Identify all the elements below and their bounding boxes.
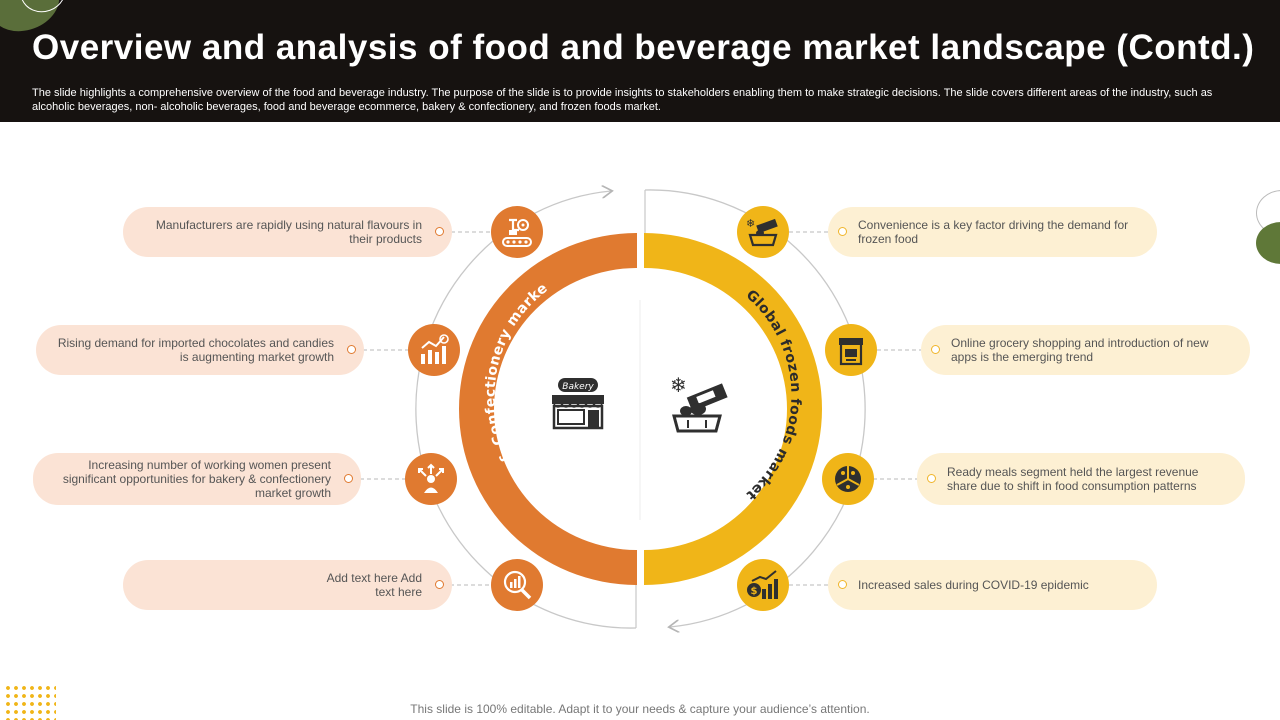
decorative-dots <box>4 684 56 720</box>
bakery-point-3-text: Increasing number of working women prese… <box>62 458 331 500</box>
bakery-shop-icon: Bakery <box>552 378 604 430</box>
bakery-point-2-text: Rising demand for imported chocolates an… <box>57 336 334 364</box>
factory-robot-icon <box>491 206 543 258</box>
frozen-point-3: Ready meals segment held the largest rev… <box>917 453 1245 505</box>
connector-dot <box>927 474 936 483</box>
frozen-ring <box>644 233 822 585</box>
frozen-point-1-text: Convenience is a key factor driving the … <box>858 218 1129 246</box>
svg-text:❄: ❄ <box>670 373 687 397</box>
frozen-point-2: Online grocery shopping and introduction… <box>921 325 1250 375</box>
bakery-point-4: Add text here Add text here <box>123 560 452 610</box>
frozen-food-center-icon: ❄ <box>670 373 728 433</box>
frozen-point-3-text: Ready meals segment held the largest rev… <box>947 465 1199 493</box>
frozen-point-4-text: Increased sales during COVID-19 epidemic <box>858 578 1089 592</box>
frozen-point-1: Convenience is a key factor driving the … <box>828 207 1157 257</box>
bakery-ring <box>459 233 637 585</box>
bakery-point-2: Rising demand for imported chocolates an… <box>36 325 364 375</box>
page-title: Overview and analysis of food and bevera… <box>32 28 1255 67</box>
svg-text:Bakery: Bakery <box>562 382 594 392</box>
svg-text:$: $ <box>751 586 758 597</box>
bakery-point-3: Increasing number of working women prese… <box>33 453 361 505</box>
connector-dot <box>435 227 444 236</box>
svg-text:❄: ❄ <box>746 217 755 230</box>
growth-chart-icon <box>408 324 460 376</box>
bakery-point-4-text: Add text here Add text here <box>326 571 422 599</box>
connector-dot <box>435 580 444 589</box>
chart-magnifier-icon <box>491 559 543 611</box>
bakery-point-1-text: Manufacturers are rapidly using natural … <box>155 218 422 246</box>
bakery-point-1: Manufacturers are rapidly using natural … <box>123 207 452 257</box>
sales-growth-icon: $ <box>737 559 789 611</box>
connector-dot <box>838 580 847 589</box>
connector-dot <box>347 345 356 354</box>
online-store-icon <box>825 324 877 376</box>
connector-dot <box>838 227 847 236</box>
person-arrows-icon <box>405 453 457 505</box>
header-bar: Overview and analysis of food and bevera… <box>0 0 1280 122</box>
frozen-point-2-text: Online grocery shopping and introduction… <box>951 336 1209 364</box>
page-description: The slide highlights a comprehensive ove… <box>32 87 1213 113</box>
connector-dot <box>344 474 353 483</box>
footer-note: This slide is 100% editable. Adapt it to… <box>410 702 870 716</box>
frozen-point-4: Increased sales during COVID-19 epidemic <box>828 560 1157 610</box>
pie-people-icon <box>822 453 874 505</box>
frozen-food-icon: ❄ <box>737 206 789 258</box>
connector-dot <box>931 345 940 354</box>
